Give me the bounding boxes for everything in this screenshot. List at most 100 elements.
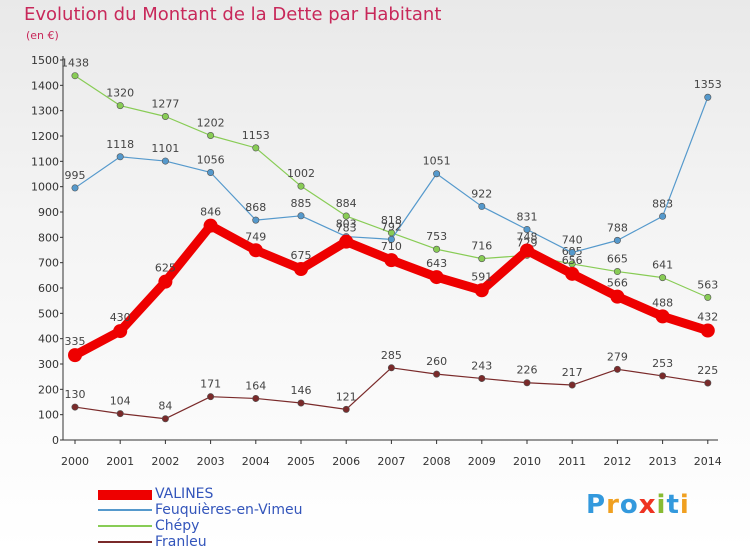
x-tick-label: 2001 <box>106 455 134 468</box>
data-point-ch-py <box>342 212 350 220</box>
data-point-ch-py <box>478 255 486 263</box>
y-tick-label: 1300 <box>31 105 59 118</box>
data-label-franleu: 171 <box>200 378 221 391</box>
y-tick-label: 1200 <box>31 130 59 143</box>
data-point-franleu <box>207 393 215 401</box>
x-tick-label: 2013 <box>649 455 677 468</box>
data-label-feuqui-res-en-vimeu: 922 <box>471 187 492 200</box>
data-label-franleu: 225 <box>697 364 718 377</box>
data-label-franleu: 121 <box>336 390 357 403</box>
data-point-valines <box>158 274 173 289</box>
x-tick-label: 2006 <box>332 455 360 468</box>
data-label-feuqui-res-en-vimeu: 792 <box>381 220 402 233</box>
data-label-franleu: 243 <box>471 359 492 372</box>
data-point-feuqui-res-en-vimeu <box>116 153 124 161</box>
x-tick-label: 2003 <box>197 455 225 468</box>
data-label-feuqui-res-en-vimeu: 1051 <box>423 155 451 168</box>
logo-letter: i <box>679 490 690 520</box>
data-point-franleu <box>613 365 621 373</box>
data-point-feuqui-res-en-vimeu <box>161 157 169 165</box>
data-label-valines: 656 <box>562 254 583 267</box>
data-point-franleu <box>342 405 350 413</box>
data-label-valines: 846 <box>200 206 221 219</box>
data-label-ch-py: 1202 <box>197 116 225 129</box>
data-point-valines <box>339 234 354 249</box>
data-label-feuqui-res-en-vimeu: 788 <box>607 221 628 234</box>
data-point-feuqui-res-en-vimeu <box>207 168 215 176</box>
data-label-feuqui-res-en-vimeu: 1118 <box>106 138 134 151</box>
x-tick-label: 2000 <box>61 455 89 468</box>
data-label-feuqui-res-en-vimeu: 803 <box>336 218 357 231</box>
data-point-franleu <box>387 364 395 372</box>
data-label-ch-py: 1438 <box>61 57 89 70</box>
data-label-valines: 675 <box>291 249 312 262</box>
data-point-franleu <box>523 379 531 387</box>
data-label-ch-py: 818 <box>381 214 402 227</box>
data-point-feuqui-res-en-vimeu <box>523 225 531 233</box>
y-tick-label: 600 <box>38 282 59 295</box>
data-point-feuqui-res-en-vimeu <box>613 236 621 244</box>
data-label-ch-py: 1277 <box>151 97 179 110</box>
logo-letter: o <box>619 490 639 520</box>
data-point-franleu <box>478 374 486 382</box>
y-tick-label: 400 <box>38 333 59 346</box>
data-label-franleu: 217 <box>562 366 583 379</box>
y-tick-label: 1100 <box>31 155 59 168</box>
data-point-ch-py <box>116 102 124 110</box>
data-point-feuqui-res-en-vimeu <box>387 235 395 243</box>
logo-letter: i <box>656 490 667 520</box>
data-label-valines: 643 <box>426 257 447 270</box>
data-point-franleu <box>161 415 169 423</box>
x-tick-label: 2005 <box>287 455 315 468</box>
x-tick-label: 2014 <box>694 455 722 468</box>
data-label-valines: 749 <box>245 230 266 243</box>
data-label-feuqui-res-en-vimeu: 868 <box>245 201 266 214</box>
data-point-franleu <box>252 394 260 402</box>
data-label-feuqui-res-en-vimeu: 1101 <box>151 142 179 155</box>
logo-letter: t <box>666 490 680 520</box>
data-point-feuqui-res-en-vimeu <box>478 202 486 210</box>
data-point-valines <box>610 289 625 304</box>
legend-label-valines: VALINES <box>155 486 214 502</box>
x-tick-label: 2002 <box>151 455 179 468</box>
data-label-ch-py: 1320 <box>106 87 134 100</box>
data-label-feuqui-res-en-vimeu: 995 <box>65 169 86 182</box>
data-label-franleu: 146 <box>291 384 312 397</box>
data-label-franleu: 279 <box>607 350 628 363</box>
y-tick-label: 900 <box>38 206 59 219</box>
y-tick-label: 0 <box>52 434 59 447</box>
chart-subtitle: (en €) <box>26 29 59 42</box>
data-label-valines: 432 <box>697 311 718 324</box>
data-label-ch-py: 641 <box>652 259 673 272</box>
data-label-valines: 783 <box>336 222 357 235</box>
data-point-ch-py <box>207 131 215 139</box>
data-label-feuqui-res-en-vimeu: 740 <box>562 234 583 247</box>
data-point-feuqui-res-en-vimeu <box>659 212 667 220</box>
x-tick-label: 2009 <box>468 455 496 468</box>
legend-label-feuquieres: Feuquières-en-Vimeu <box>155 502 303 518</box>
data-label-feuqui-res-en-vimeu: 883 <box>652 197 673 210</box>
legend-swatch-feuquieres <box>98 509 152 511</box>
data-label-valines: 566 <box>607 277 628 290</box>
data-point-valines <box>520 243 534 258</box>
data-point-ch-py <box>71 72 79 80</box>
data-point-franleu <box>297 399 305 407</box>
data-label-franleu: 285 <box>381 349 402 362</box>
x-tick-label: 2011 <box>558 455 586 468</box>
x-tick-label: 2008 <box>423 455 451 468</box>
data-label-valines: 710 <box>381 240 402 253</box>
data-label-ch-py: 1153 <box>242 129 270 142</box>
data-point-ch-py <box>297 182 305 190</box>
data-point-valines <box>68 348 82 363</box>
data-label-feuqui-res-en-vimeu: 1353 <box>694 78 722 91</box>
data-point-valines <box>565 266 580 281</box>
data-point-ch-py <box>659 274 667 282</box>
data-label-valines: 335 <box>65 335 86 348</box>
data-point-feuqui-res-en-vimeu <box>704 93 712 101</box>
data-point-valines <box>700 323 715 338</box>
y-tick-label: 1500 <box>31 54 59 67</box>
data-label-ch-py: 665 <box>607 253 628 266</box>
data-label-franleu: 260 <box>426 355 447 368</box>
data-point-franleu <box>116 410 124 418</box>
